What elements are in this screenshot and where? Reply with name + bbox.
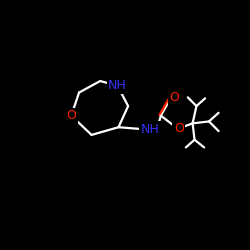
Text: NH: NH (140, 123, 159, 136)
Text: O: O (66, 109, 76, 122)
Text: O: O (174, 122, 184, 135)
Text: NH: NH (108, 79, 127, 92)
Text: O: O (170, 91, 179, 104)
